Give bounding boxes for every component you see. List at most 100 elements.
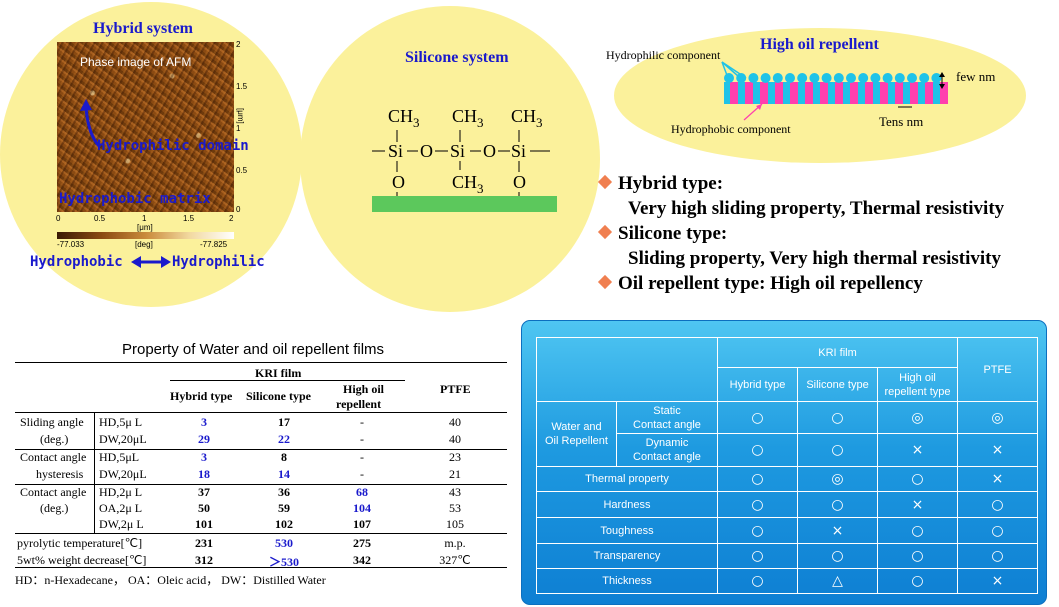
value-cell: 231 bbox=[195, 536, 213, 550]
few-nm-label: few nm bbox=[956, 69, 996, 84]
oil-col-cell: High oil repellent type bbox=[877, 367, 958, 402]
table-rule bbox=[170, 380, 405, 381]
afm-x-tick: 2 bbox=[229, 214, 234, 223]
value-cell: 21 bbox=[449, 467, 461, 481]
value-cell: 68 bbox=[356, 485, 368, 499]
svg-text:CH3: CH3 bbox=[452, 172, 484, 196]
hydrophilic-dot bbox=[809, 73, 820, 83]
hydrophobic-label: Hydrophobic bbox=[30, 254, 123, 270]
double-arrow-icon bbox=[131, 256, 171, 268]
hydrophobic-segment bbox=[850, 82, 858, 104]
rating-cell: × bbox=[957, 466, 1038, 492]
hydrophilic-dot bbox=[931, 73, 942, 83]
o-atom-1: O bbox=[420, 141, 433, 161]
ch3-group-3: CH3 bbox=[511, 106, 543, 130]
rating-cell: ○ bbox=[797, 543, 878, 569]
table-vrule bbox=[94, 412, 95, 533]
value-cell: 107 bbox=[353, 517, 371, 531]
rating-cell: × bbox=[877, 433, 958, 467]
value-cell: 312 bbox=[195, 553, 213, 567]
rating-cell: ○ bbox=[877, 568, 958, 594]
row-condition: DW,2μ L bbox=[99, 517, 144, 531]
afm-scale-min: -77.033 bbox=[57, 240, 85, 249]
hydrophilic-dot bbox=[797, 73, 808, 83]
hybrid-system-title: Hybrid system bbox=[93, 20, 193, 37]
afm-x-tick: 1 bbox=[142, 214, 147, 223]
bullet-hybrid-desc: Very high sliding property, Thermal resi… bbox=[628, 198, 1005, 219]
value-cell: 530 bbox=[275, 536, 293, 550]
row-condition: HD,5μ L bbox=[99, 415, 143, 429]
row-group-label: (deg.) bbox=[40, 501, 69, 515]
value-cell: - bbox=[360, 450, 364, 464]
oil-repellent-layer-diagram bbox=[721, 61, 948, 121]
value-cell: ＞530 bbox=[268, 555, 300, 569]
row-group-label: Contact angle bbox=[20, 450, 87, 464]
tens-nm-label: Tens nm bbox=[879, 114, 924, 129]
value-cell: 23 bbox=[449, 450, 461, 464]
hydrophobic-segment bbox=[880, 82, 888, 104]
rating-cell: ○ bbox=[717, 568, 798, 594]
afm-y-tick: 0.5 bbox=[236, 166, 248, 175]
row-group-label: Contact angle bbox=[20, 485, 87, 499]
rating-cell: △ bbox=[797, 568, 878, 594]
rating-cell: ○ bbox=[877, 543, 958, 569]
value-cell: 3 bbox=[201, 450, 207, 464]
value-cell: 53 bbox=[449, 501, 461, 515]
rating-cell: ◎ bbox=[957, 401, 1038, 434]
hydrophilic-dot bbox=[919, 73, 930, 83]
row-condition: OA,2μ L bbox=[99, 501, 143, 515]
afm-x-tick: 0 bbox=[56, 214, 61, 223]
bullet-diamond-icon bbox=[597, 224, 613, 240]
svg-text:CH3: CH3 bbox=[388, 106, 420, 130]
value-cell: m.p. bbox=[444, 536, 466, 550]
ch3-group-4: CH3 bbox=[452, 172, 484, 196]
svg-text:CH3: CH3 bbox=[511, 106, 543, 130]
hydrophilic-dot bbox=[833, 73, 844, 83]
afm-y-tick: 0 bbox=[236, 205, 241, 214]
row-label: pyrolytic temperature[℃] bbox=[17, 536, 143, 550]
rating-cell: ○ bbox=[877, 517, 958, 544]
thermal-row-label: Thermal property bbox=[536, 466, 718, 492]
col-hybrid-header: Hybrid type bbox=[170, 389, 233, 403]
hydrophilic-dot bbox=[858, 73, 869, 83]
table-rule bbox=[15, 412, 507, 413]
col-oil-header-2: repellent bbox=[336, 397, 382, 411]
rating-cell: ◎ bbox=[877, 401, 958, 434]
hydrophilic-dot bbox=[882, 73, 893, 83]
silicone-col-cell: Silicone type bbox=[797, 367, 878, 402]
afm-texture bbox=[57, 42, 234, 212]
rating-cell: ○ bbox=[957, 517, 1038, 544]
value-cell: 3 bbox=[201, 415, 207, 429]
value-cell: - bbox=[360, 415, 364, 429]
hydrophobic-matrix-label: Hydrophobic matrix bbox=[59, 191, 211, 207]
value-cell: 59 bbox=[278, 501, 290, 515]
thickness-row-label: Thickness bbox=[536, 568, 718, 594]
value-cell: 36 bbox=[278, 485, 290, 499]
row-condition: DW,20μL bbox=[99, 432, 147, 446]
ch3-group-2: CH3 bbox=[452, 106, 484, 130]
rating-cell: ○ bbox=[717, 466, 798, 492]
table-rule bbox=[15, 567, 507, 568]
bullet-diamond-icon bbox=[597, 274, 613, 290]
row-group-label: Sliding angle bbox=[20, 415, 84, 429]
ch3-group-1: CH3 bbox=[388, 106, 420, 130]
bullet-hybrid-head: Hybrid type: bbox=[597, 173, 723, 195]
rating-cell: ○ bbox=[797, 491, 878, 518]
dynamic-angle-cell: Dynamic Contact angle bbox=[616, 433, 718, 467]
afm-x-unit: [μm] bbox=[137, 223, 153, 232]
hydrophobic-segment bbox=[925, 82, 933, 104]
hydrophilic-dot bbox=[736, 73, 747, 83]
value-cell: 14 bbox=[278, 467, 290, 481]
row-group-label: (deg.) bbox=[40, 432, 69, 446]
oil-repellent-title: High oil repellent bbox=[760, 36, 879, 53]
rating-cell: × bbox=[797, 517, 878, 544]
hydrophilic-label: Hydrophilic bbox=[172, 254, 265, 270]
si-atom-3: Si bbox=[511, 141, 526, 161]
value-cell: 37 bbox=[198, 485, 210, 499]
rating-cell: × bbox=[877, 491, 958, 518]
bullet-diamond-icon bbox=[597, 174, 613, 190]
hydrophilic-component-label: Hydrophilic component bbox=[606, 48, 721, 62]
silicone-structure-diagram: CH3 CH3 CH3 Si O Si O Si O CH3 O bbox=[372, 106, 557, 212]
rating-cell: ◎ bbox=[797, 466, 878, 492]
rating-cell: ○ bbox=[717, 401, 798, 434]
